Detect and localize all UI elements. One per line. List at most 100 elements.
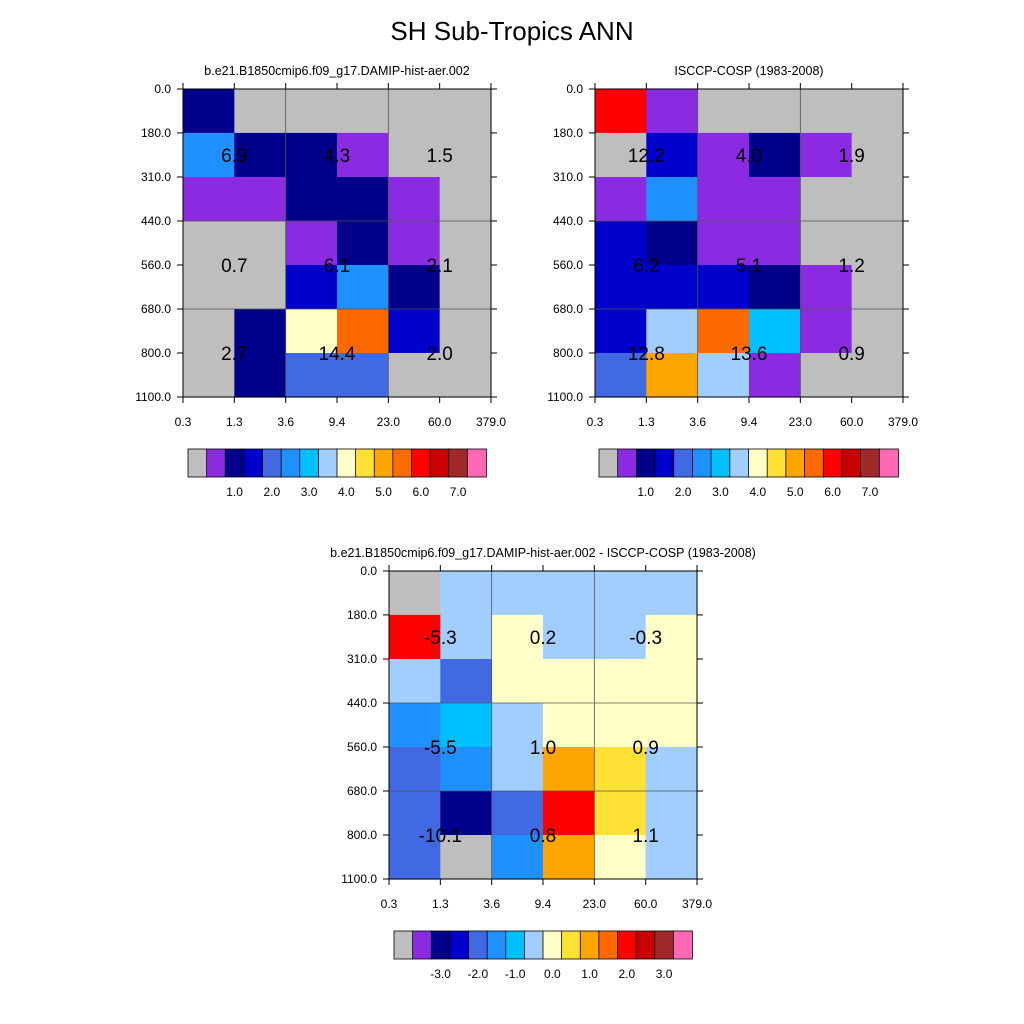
heatmap-cell (491, 791, 544, 836)
heatmap-cell (389, 614, 441, 660)
heatmap-cell (388, 309, 441, 354)
x-tick-label: 379.0 (476, 415, 506, 429)
heatmap-cell (388, 221, 441, 266)
heatmap-cell (285, 309, 338, 354)
colorbar-box (841, 448, 862, 478)
heatmap-cell (234, 132, 287, 178)
heatmap-cell (800, 177, 853, 222)
heatmap-cell (543, 746, 595, 792)
x-tick-label: 23.0 (789, 415, 813, 429)
cell-value-label: 12.2 (628, 146, 665, 167)
heatmap-cell (800, 264, 853, 310)
y-tick-label: 1100.0 (135, 390, 171, 404)
cell-value-label: 2.7 (221, 344, 247, 365)
colorbar-label: 7.0 (450, 485, 467, 499)
heatmap-cell (337, 89, 389, 134)
colorbar: 1.0 2.0 3.0 4.0 5.0 6.0 7.0 (187, 448, 487, 499)
cell-value-label: 14.4 (319, 344, 356, 365)
heatmap-cell (440, 614, 493, 660)
colorbar-box (617, 930, 637, 960)
heatmap-cell (389, 571, 441, 616)
heatmap-cell (646, 177, 699, 222)
x-tick-label: 1.3 (432, 897, 449, 911)
cell-value-label: 6.1 (324, 256, 350, 277)
cell-value-label: 1.2 (838, 256, 864, 277)
colorbar-label: 4.0 (338, 485, 355, 499)
heatmap-cell (645, 746, 698, 792)
colorbar-box (468, 930, 488, 960)
colorbar-box (748, 448, 768, 478)
cell-value-label: 13.6 (731, 344, 768, 365)
colorbar-box (411, 448, 431, 478)
x-tick-label: 60.0 (634, 897, 658, 911)
heatmap-cell (183, 352, 235, 398)
heatmap-cell (851, 264, 904, 310)
colorbar-box (299, 448, 320, 478)
x-tick-label: 379.0 (682, 897, 712, 911)
colorbar-label: 4.0 (750, 485, 767, 499)
cell-value-label: 1.5 (426, 146, 452, 167)
heatmap-cell (337, 352, 389, 398)
x-tick-label: 23.0 (377, 415, 401, 429)
heatmap-cell (337, 132, 389, 178)
y-tick-label: 560.0 (347, 740, 377, 754)
heatmap-cell (645, 791, 698, 836)
cell-value-label: 0.9 (838, 344, 864, 365)
main-title: SH Sub-Tropics ANN (390, 16, 634, 46)
colorbar-box (262, 448, 282, 478)
colorbar-box (486, 930, 507, 960)
x-tick-label: 3.6 (483, 897, 500, 911)
x-tick-label: 9.4 (741, 415, 758, 429)
colorbar-box (355, 448, 376, 478)
cell-value-label: 0.9 (632, 738, 658, 759)
heatmap-cell (645, 834, 698, 880)
colorbar-box (710, 448, 731, 478)
colorbar-box (505, 930, 526, 960)
heatmap-cell (337, 264, 389, 310)
heatmap-cell (595, 264, 647, 310)
heatmap-cell (697, 221, 750, 266)
heatmap-cell (800, 132, 853, 178)
heatmap-cell (646, 221, 699, 266)
colorbar-label: 3.0 (301, 485, 318, 499)
heatmap-cell (749, 89, 801, 134)
panel-3: 0.3 1.3 3.6 9.4 23.0 60.0 379.0 0.0 180.0 310.0 44… (330, 546, 756, 981)
x-tick-label: 3.6 (277, 415, 294, 429)
heatmap-cell (285, 264, 338, 310)
y-tick-label: 0.0 (566, 82, 583, 96)
heatmap-cell (851, 309, 904, 354)
heatmap-cell (749, 132, 801, 178)
colorbar-box (785, 448, 806, 478)
heatmap-cell (285, 132, 338, 178)
heatmap-cell (491, 834, 544, 880)
colorbar-label: 1.0 (226, 485, 243, 499)
panel-2: 0.3 1.3 3.6 9.4 23.0 60.0 379.0 0.0 180.0 310.0 44… (547, 64, 918, 499)
cell-value-label: 12.8 (628, 344, 665, 365)
y-tick-label: 310.0 (553, 170, 583, 184)
y-tick-label: 180.0 (553, 126, 583, 140)
colorbar-box (860, 448, 881, 478)
x-tick-label: 3.6 (689, 415, 706, 429)
x-tick-label: 1.3 (638, 415, 655, 429)
heatmap-cell (800, 89, 853, 134)
colorbar-label: 6.0 (412, 485, 429, 499)
heatmap-cell (645, 571, 698, 616)
heatmap-cell (337, 177, 389, 222)
heatmap-cell (491, 571, 544, 616)
heatmap-cell (646, 264, 699, 310)
cell-value-label: -5.5 (424, 738, 457, 759)
heatmap-cell (800, 309, 853, 354)
colorbar-box (542, 930, 563, 960)
heatmap-cell (697, 177, 750, 222)
colorbar-box (692, 448, 712, 478)
colorbar-label: 6.0 (824, 485, 841, 499)
heatmap-cell (388, 89, 441, 134)
colorbar-label: 3.0 (656, 967, 673, 981)
heatmap-cell (543, 659, 595, 704)
y-tick-label: 680.0 (553, 302, 583, 316)
cell-value-label: 0.2 (530, 628, 556, 649)
colorbar-box (635, 930, 656, 960)
heatmap-cell (234, 309, 287, 354)
